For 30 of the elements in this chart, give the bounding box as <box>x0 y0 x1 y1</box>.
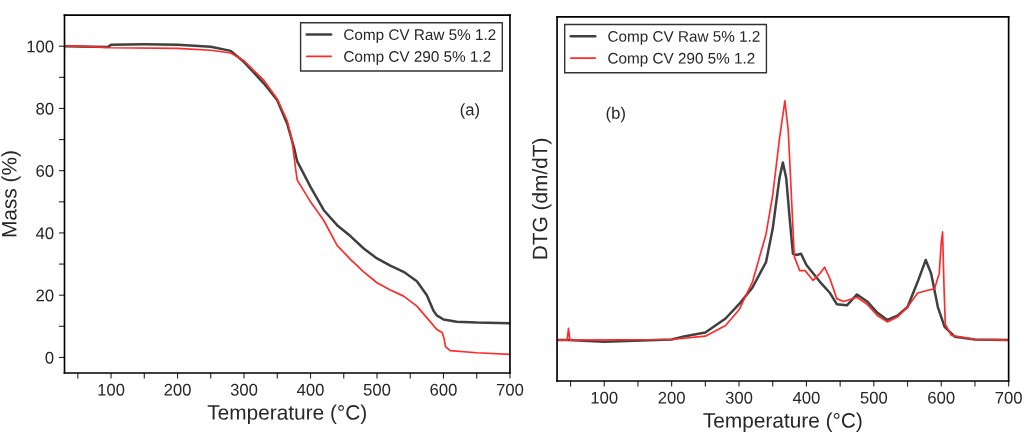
x-tick-label: 500 <box>860 391 888 404</box>
legend-label: Comp CV Raw 5% 1.2 <box>344 29 496 44</box>
x-tick-label: 700 <box>496 383 524 396</box>
y-tick-label: 20 <box>36 289 54 302</box>
x-tick-label: 200 <box>658 391 685 404</box>
x-axis-title: Temperature (°C) <box>207 404 366 424</box>
x-tick-label: 600 <box>430 383 457 396</box>
x-tick-label: 100 <box>591 391 618 404</box>
legend-label: Comp CV Raw 5% 1.2 <box>608 30 760 45</box>
x-tick-label: 600 <box>928 391 955 404</box>
y-tick-label: 40 <box>35 227 54 240</box>
x-tick-label: 400 <box>792 391 820 404</box>
x-tick-label: 500 <box>363 383 391 396</box>
legend-label: Comp CV 290 5% 1.2 <box>344 51 491 65</box>
y-axis-title: DTG (dm/dT) <box>532 138 552 259</box>
x-tick-label: 400 <box>296 383 324 396</box>
y-axis-title: Mass (%) <box>1 151 21 237</box>
y-tick-label: 80 <box>36 102 54 115</box>
y-tick-label: 60 <box>36 165 54 177</box>
y-tick-label: 0 <box>45 351 54 364</box>
annotation: (b) <box>606 106 625 123</box>
x-tick-label: 300 <box>230 383 258 396</box>
x-tick-label: 200 <box>164 383 191 396</box>
x-axis-title: Temperature (°C) <box>703 412 862 432</box>
annotation: (a) <box>460 103 480 119</box>
x-tick-label: 700 <box>995 391 1022 404</box>
x-tick-label: 100 <box>98 383 125 396</box>
legend-label: Comp CV 290 5% 1.2 <box>608 52 755 67</box>
x-tick-label: 300 <box>725 391 753 404</box>
y-tick-label: 100 <box>27 40 54 53</box>
